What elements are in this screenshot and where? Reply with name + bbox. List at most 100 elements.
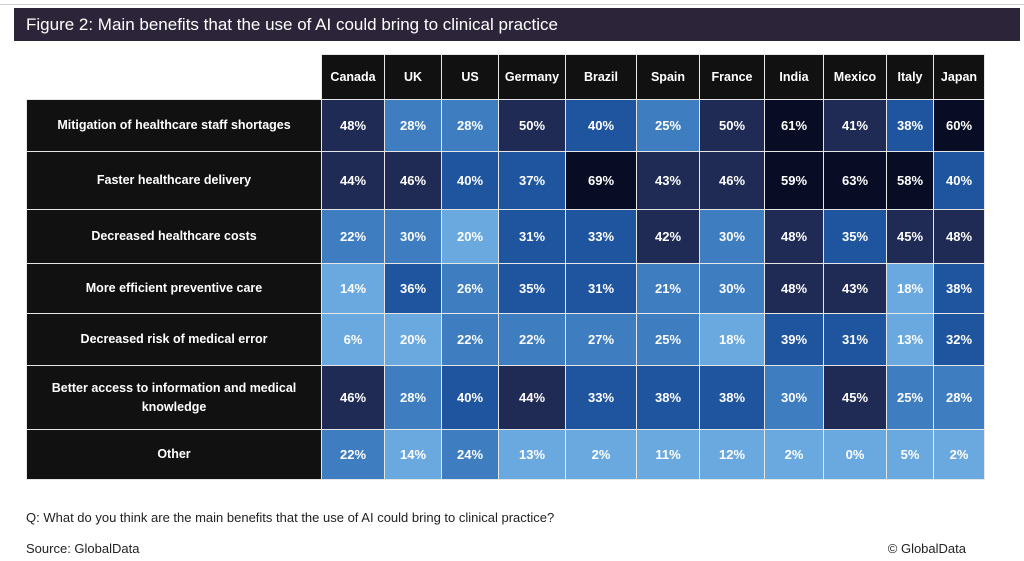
heatmap-cell: 22% [498,313,566,366]
heatmap-cell: 28% [384,99,442,152]
heatmap-cell: 31% [565,263,637,314]
heatmap-cell: 20% [441,209,499,264]
heatmap-cell: 24% [441,429,499,480]
column-header-us: US [441,54,499,100]
row-label: Decreased risk of medical error [26,313,322,366]
heatmap-cell: 37% [498,151,566,210]
heatmap-cell: 25% [636,99,700,152]
heatmap-cell: 30% [764,365,824,430]
column-header-brazil: Brazil [565,54,637,100]
column-header-india: India [764,54,824,100]
heatmap-cell: 14% [384,429,442,480]
heatmap-cell: 44% [321,151,385,210]
heatmap-cell: 46% [321,365,385,430]
heatmap-cell: 60% [933,99,985,152]
heatmap-cell: 32% [933,313,985,366]
heatmap-cell: 36% [384,263,442,314]
heatmap-cell: 2% [764,429,824,480]
heatmap-cell: 22% [321,429,385,480]
heatmap-cell: 28% [384,365,442,430]
heatmap-cell: 38% [933,263,985,314]
heatmap-body: Mitigation of healthcare staff shortages… [26,99,985,480]
row-label: Better access to information and medical… [26,365,322,430]
heatmap-cell: 2% [565,429,637,480]
heatmap-cell: 5% [886,429,934,480]
heatmap-cell: 40% [441,151,499,210]
table-row: Decreased risk of medical error 6% 20% 22% 2… [26,313,985,366]
column-header-spain: Spain [636,54,700,100]
heatmap-cell: 35% [823,209,887,264]
heatmap-cell: 38% [636,365,700,430]
row-label: Decreased healthcare costs [26,209,322,264]
table-row: More efficient preventive care 14% 36% 26% 3… [26,263,985,314]
copyright: © GlobalData [887,541,966,556]
heatmap-cell: 20% [384,313,442,366]
heatmap-cell: 48% [764,263,824,314]
column-header-canada: Canada [321,54,385,100]
top-divider [0,4,1024,5]
heatmap-cell: 40% [565,99,637,152]
heatmap-cell: 69% [565,151,637,210]
heatmap-cell: 59% [764,151,824,210]
heatmap-cell: 22% [441,313,499,366]
heatmap-cell: 40% [441,365,499,430]
heatmap-cell: 45% [886,209,934,264]
heatmap-cell: 61% [764,99,824,152]
table-row: Mitigation of healthcare staff shortages… [26,99,985,152]
heatmap-cell: 33% [565,365,637,430]
heatmap-cell: 30% [699,263,765,314]
heatmap-cell: 48% [933,209,985,264]
heatmap-cell: 48% [321,99,385,152]
heatmap-cell: 44% [498,365,566,430]
heatmap-cell: 6% [321,313,385,366]
row-label: Other [26,429,322,480]
corner-cell [27,55,322,100]
heatmap-cell: 35% [498,263,566,314]
heatmap-cell: 40% [933,151,985,210]
heatmap-cell: 42% [636,209,700,264]
heatmap-cell: 31% [498,209,566,264]
heatmap-cell: 46% [384,151,442,210]
column-header-mexico: Mexico [823,54,887,100]
column-header-uk: UK [384,54,442,100]
table-row: Faster healthcare delivery 44% 46% 40% 37% 69… [26,151,985,210]
survey-question: Q: What do you think are the main benefi… [26,510,555,525]
heatmap-cell: 41% [823,99,887,152]
heatmap-cell: 58% [886,151,934,210]
heatmap-cell: 26% [441,263,499,314]
table-row: Better access to information and medical… [26,365,985,430]
heatmap-cell: 38% [886,99,934,152]
heatmap-cell: 13% [498,429,566,480]
heatmap-table: Canada UK US Germany Brazil Spain France India M… [26,54,985,480]
table-row: Other 22% 14% 24% 13% 2% 11% 12% 2% 0% 5% 2% [26,429,985,480]
column-header-france: France [699,54,765,100]
heatmap-cell: 28% [933,365,985,430]
column-header-row: Canada UK US Germany Brazil Spain France India M… [27,54,985,100]
heatmap-cell: 45% [823,365,887,430]
heatmap-cell: 33% [565,209,637,264]
heatmap-cell: 30% [384,209,442,264]
heatmap-cell: 22% [321,209,385,264]
heatmap-cell: 18% [886,263,934,314]
column-header-italy: Italy [886,54,934,100]
heatmap-cell: 48% [764,209,824,264]
heatmap-cell: 25% [636,313,700,366]
heatmap-cell: 50% [699,99,765,152]
heatmap-cell: 46% [699,151,765,210]
heatmap-cell: 38% [699,365,765,430]
heatmap-cell: 21% [636,263,700,314]
heatmap-cell: 14% [321,263,385,314]
column-header-japan: Japan [933,54,985,100]
heatmap-cell: 30% [699,209,765,264]
heatmap-cell: 11% [636,429,700,480]
heatmap-cell: 25% [886,365,934,430]
figure-title: Figure 2: Main benefits that the use of … [14,8,1020,41]
heatmap-cell: 28% [441,99,499,152]
heatmap-cell: 43% [636,151,700,210]
row-label: More efficient preventive care [26,263,322,314]
heatmap-cell: 18% [699,313,765,366]
heatmap-cell: 31% [823,313,887,366]
heatmap-cell: 12% [699,429,765,480]
heatmap-cell: 0% [823,429,887,480]
table-row: Decreased healthcare costs 22% 30% 20% 31% 33… [26,209,985,264]
